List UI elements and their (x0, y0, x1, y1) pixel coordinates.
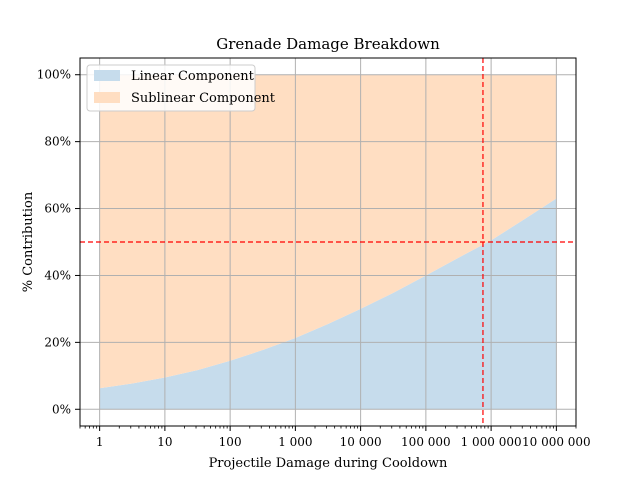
y-tick-label: 0% (52, 402, 71, 416)
x-tick-label: 1 000 000 (461, 435, 522, 449)
legend-label-linear: Linear Component (131, 69, 255, 84)
x-tick-label: 1 (96, 435, 104, 449)
x-tick-label: 100 (219, 435, 242, 449)
legend-label-sublinear: Sublinear Component (131, 91, 276, 106)
legend-swatch-linear (94, 70, 120, 81)
y-tick-label: 20% (44, 335, 71, 349)
area-sublinear-component (99, 74, 557, 389)
x-tick-label: 10 000 000 (522, 435, 591, 449)
y-tick-label: 80% (44, 135, 71, 149)
y-tick-label: 40% (44, 268, 71, 282)
legend-swatch-sublinear (94, 92, 120, 103)
x-tick-label: 10 000 (340, 435, 382, 449)
y-tick-label: 60% (44, 202, 71, 216)
x-axis-title: Projectile Damage during Cooldown (209, 456, 448, 471)
legend: Linear Component Sublinear Component (86, 64, 276, 112)
x-tick-label: 100 000 (401, 435, 451, 449)
plot-frame (79, 57, 577, 427)
x-tick-label: 10 (157, 435, 172, 449)
y-tick-label: 100% (37, 68, 71, 82)
area-linear-component (99, 198, 557, 410)
x-tick-label: 1 000 (278, 435, 312, 449)
area-layer (99, 74, 557, 410)
tick-layer: 1 10 100 1 000 10 000 100 000 1 000 000 10 000 … (37, 68, 591, 449)
legend-box (86, 64, 256, 112)
y-axis-title: % Contribution (21, 191, 36, 292)
chart-title: Grenade Damage Breakdown (216, 35, 440, 53)
reference-line-layer (80, 58, 576, 426)
